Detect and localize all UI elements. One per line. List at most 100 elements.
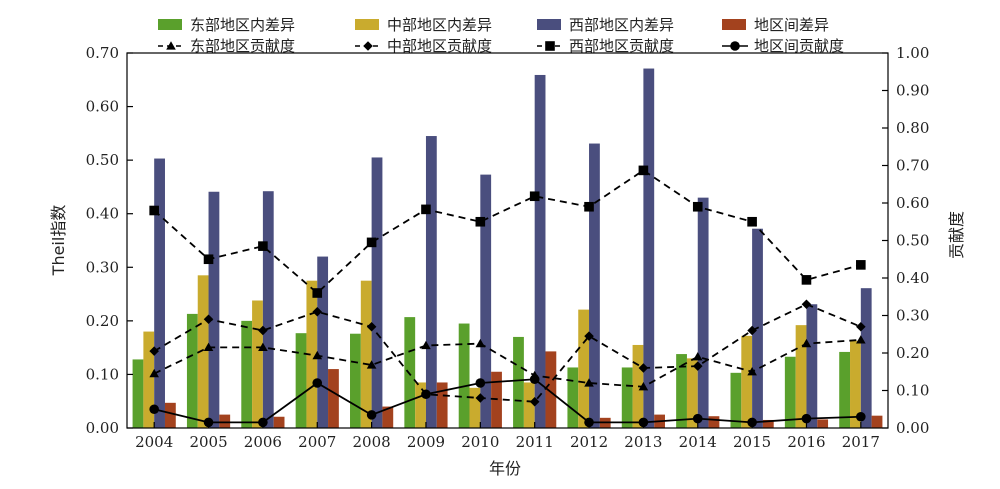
marker-series3-2016 bbox=[801, 275, 812, 285]
bar-series4-2011 bbox=[545, 351, 557, 428]
x-tick-label-2014: 2014 bbox=[679, 433, 717, 451]
marker-series2-2013 bbox=[638, 363, 649, 373]
line-series4 bbox=[153, 378, 861, 424]
bar-series2-2010 bbox=[469, 387, 481, 428]
y-tick-label-left: 0.70 bbox=[86, 44, 119, 62]
marker-series1-2012 bbox=[584, 378, 594, 387]
bar-series2-2005 bbox=[197, 275, 209, 428]
bar-series2-2008 bbox=[360, 280, 372, 428]
bar-series3-2008 bbox=[371, 157, 383, 428]
marker-series3-2015 bbox=[747, 216, 757, 227]
marker-series3-2017 bbox=[856, 260, 866, 270]
marker-series4-2011 bbox=[529, 374, 540, 385]
bar-series2-2014 bbox=[686, 358, 698, 428]
bar-series4-2008 bbox=[382, 406, 394, 428]
marker-series2-2014 bbox=[692, 361, 703, 371]
marker-series3-2011 bbox=[529, 191, 540, 202]
bar-series4-2016 bbox=[817, 419, 829, 428]
legend-label-line-4: 地区间贡献度 bbox=[754, 37, 844, 55]
lines-layer bbox=[149, 165, 866, 428]
y-tick-label-right: 0.60 bbox=[896, 194, 929, 212]
y-tick-label-right: 0.70 bbox=[896, 157, 929, 175]
bar-series1-2010 bbox=[458, 323, 470, 428]
bar-series2-2009 bbox=[415, 382, 426, 428]
marker-series2-2010 bbox=[475, 393, 486, 403]
bar-series2-2017 bbox=[850, 340, 861, 428]
x-tick-label-2017: 2017 bbox=[842, 433, 880, 451]
line-series3 bbox=[153, 169, 862, 295]
y-tick-label-right: 0.30 bbox=[896, 307, 929, 325]
y-tick-label-left: 0.50 bbox=[86, 151, 119, 169]
line-series1 bbox=[153, 338, 861, 388]
marker-series2-2016 bbox=[801, 299, 812, 310]
legend-label-line-3: 西部地区贡献度 bbox=[569, 37, 674, 55]
axes-layer: 0.00 0.10 0.20 0.30 0.40 0.50 0.60 0.70 0.00 0.10… bbox=[86, 44, 930, 451]
y-tick-label-right: 0.50 bbox=[896, 232, 929, 250]
marker-series2-2005 bbox=[203, 314, 214, 325]
legend-swatch-1 bbox=[158, 19, 182, 30]
bar-series1-2013 bbox=[621, 367, 633, 428]
bar-series4-2005 bbox=[219, 414, 231, 428]
y-tick-label-left: 0.00 bbox=[86, 419, 119, 437]
bar-series3-2016 bbox=[806, 304, 818, 428]
marker-series1-2007 bbox=[312, 350, 323, 360]
bar-series1-2004 bbox=[132, 359, 144, 428]
marker-series3-2005 bbox=[203, 254, 214, 265]
marker-series3-2009 bbox=[421, 204, 431, 215]
bar-series3-2012 bbox=[589, 143, 600, 429]
y-tick-label-left: 0.20 bbox=[86, 312, 119, 330]
x-tick-label-2009: 2009 bbox=[407, 433, 445, 451]
marker-series4-2007 bbox=[312, 378, 323, 388]
y-axis-title-left: Theil指数 bbox=[49, 205, 68, 277]
bar-series4-2015 bbox=[762, 419, 774, 428]
bar-series3-2009 bbox=[425, 136, 437, 429]
bar-series4-2017 bbox=[871, 415, 883, 428]
marker-series1-2010 bbox=[475, 338, 486, 348]
bar-series3-2014 bbox=[697, 197, 709, 428]
x-tick-label-2016: 2016 bbox=[787, 433, 825, 451]
bar-series4-2009 bbox=[436, 382, 448, 428]
marker-series1-2017 bbox=[856, 335, 866, 344]
line-series2 bbox=[153, 303, 862, 403]
bar-series1-2007 bbox=[295, 333, 307, 428]
bar-series3-2004 bbox=[154, 158, 165, 429]
marker-series1-2016 bbox=[801, 338, 812, 348]
legend-marker-3 bbox=[545, 41, 555, 51]
marker-series2-2007 bbox=[312, 306, 323, 317]
x-axis-title: 年份 bbox=[489, 459, 521, 478]
marker-series2-2004 bbox=[149, 346, 159, 356]
x-tick-label-2008: 2008 bbox=[353, 433, 391, 451]
bar-series4-2014 bbox=[708, 416, 720, 428]
y-tick-label-left: 0.10 bbox=[86, 365, 119, 383]
bar-series1-2005 bbox=[186, 313, 198, 428]
bar-series3-2005 bbox=[208, 191, 220, 428]
x-tick-label-2005: 2005 bbox=[189, 433, 227, 451]
marker-series4-2004 bbox=[149, 404, 159, 415]
bar-series4-2004 bbox=[164, 402, 176, 428]
bar-series1-2008 bbox=[350, 333, 361, 428]
marker-series2-2015 bbox=[747, 325, 757, 336]
x-tick-label-2004: 2004 bbox=[135, 433, 173, 451]
legend-marker-2 bbox=[363, 41, 373, 51]
bar-series2-2004 bbox=[143, 331, 155, 428]
marker-series4-2016 bbox=[801, 413, 812, 424]
marker-series1-2005 bbox=[203, 342, 214, 351]
marker-series3-2008 bbox=[366, 237, 377, 248]
legend-label-bar-1: 东部地区内差异 bbox=[190, 16, 295, 34]
bar-series1-2012 bbox=[567, 367, 579, 428]
legend-marker-1 bbox=[166, 41, 176, 50]
bar-series1-2014 bbox=[676, 354, 687, 428]
marker-series4-2014 bbox=[692, 413, 703, 424]
marker-series3-2014 bbox=[692, 201, 703, 212]
bar-series2-2015 bbox=[741, 335, 753, 428]
y-tick-label-right: 0.00 bbox=[896, 419, 929, 437]
y-tick-label-right: 1.00 bbox=[896, 44, 929, 62]
y-tick-label-right: 0.20 bbox=[896, 344, 929, 362]
bar-series4-2007 bbox=[328, 369, 339, 428]
y-tick-label-right: 0.90 bbox=[896, 82, 929, 100]
y-tick-label-left: 0.60 bbox=[86, 98, 119, 116]
marker-series1-2004 bbox=[149, 368, 159, 378]
bar-series4-2006 bbox=[273, 416, 285, 428]
marker-series3-2013 bbox=[638, 165, 649, 176]
